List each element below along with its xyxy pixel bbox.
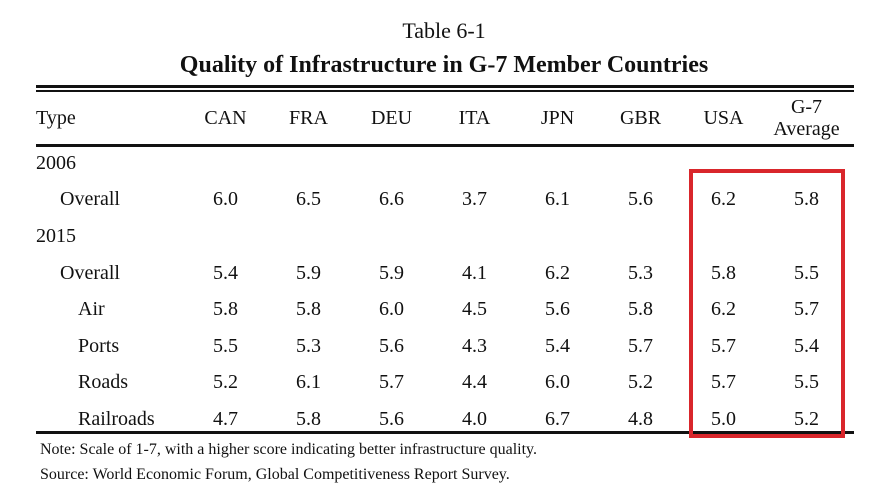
cell-gbr: 5.7 xyxy=(628,334,653,357)
cell-can: 5.8 xyxy=(213,298,238,321)
cell-usa: 5.0 xyxy=(711,407,736,430)
cell-jpn: 5.4 xyxy=(545,334,570,357)
cell-jpn: 5.6 xyxy=(545,298,570,321)
cell-deu xyxy=(350,145,433,182)
col-header-ita: ITA xyxy=(458,107,491,129)
cell-jpn xyxy=(516,218,599,255)
row-label: 2006 xyxy=(36,151,76,174)
average-label: Average xyxy=(773,118,840,140)
row-label: Air xyxy=(78,298,105,321)
usa-g7-highlight-box xyxy=(689,169,845,438)
table-row: Ports 5.5 5.3 5.6 4.3 5.4 5.7 5.7 5.4 xyxy=(36,328,848,365)
cell-gbr xyxy=(599,218,682,255)
table-title: Quality of Infrastructure in G-7 Member … xyxy=(179,52,709,78)
cell-ita xyxy=(433,218,516,255)
cell-usa: 5.8 xyxy=(711,261,736,284)
cell-deu: 5.7 xyxy=(379,371,404,394)
cell-fra xyxy=(267,145,350,182)
cell-can: 5.2 xyxy=(213,371,238,394)
cell-gbr: 4.8 xyxy=(628,407,653,430)
cell-ita: 4.1 xyxy=(462,261,487,284)
table-number: Table 6-1 xyxy=(402,18,486,43)
cell-jpn xyxy=(516,145,599,182)
table-row: Overall 6.0 6.5 6.6 3.7 6.1 5.6 6.2 5.8 xyxy=(36,182,848,219)
cell-deu: 6.6 xyxy=(379,188,404,211)
cell-fra xyxy=(267,218,350,255)
cell-usa: 6.2 xyxy=(711,298,736,321)
table-source: Source: World Economic Forum, Global Com… xyxy=(40,466,510,483)
cell-fra: 5.8 xyxy=(296,407,321,430)
row-label: Roads xyxy=(78,371,128,394)
cell-ita: 3.7 xyxy=(462,188,487,211)
cell-ita xyxy=(433,145,516,182)
header-row: Type CAN FRA DEU ITA JPN GBR USA G-7 Aver… xyxy=(36,91,848,145)
cell-gbr: 5.6 xyxy=(628,188,653,211)
cell-g7: 5.5 xyxy=(794,371,819,394)
top-rule-inner xyxy=(36,90,854,92)
cell-can xyxy=(184,145,267,182)
cell-ita: 4.0 xyxy=(462,407,487,430)
row-label: Railroads xyxy=(78,407,155,430)
cell-deu: 5.6 xyxy=(379,334,404,357)
table-note: Note: Scale of 1-7, with a higher score … xyxy=(40,441,538,458)
cell-fra: 6.5 xyxy=(296,188,321,211)
cell-ita: 4.5 xyxy=(462,298,487,321)
cell-gbr: 5.8 xyxy=(628,298,653,321)
cell-can: 5.4 xyxy=(213,261,238,284)
cell-fra: 5.8 xyxy=(296,298,321,321)
cell-deu: 6.0 xyxy=(379,298,404,321)
cell-fra: 5.9 xyxy=(296,261,321,284)
cell-can: 6.0 xyxy=(213,188,238,211)
col-header-deu: DEU xyxy=(370,107,413,129)
cell-ita: 4.4 xyxy=(462,371,487,394)
cell-usa: 6.2 xyxy=(711,188,736,211)
table-row: Overall 5.4 5.9 5.9 4.1 6.2 5.3 5.8 5.5 xyxy=(36,255,848,292)
cell-jpn: 6.1 xyxy=(545,188,570,211)
cell-g7: 5.5 xyxy=(794,261,819,284)
infrastructure-table: Type CAN FRA DEU ITA JPN GBR USA G-7 Aver… xyxy=(36,91,848,438)
cell-fra: 5.3 xyxy=(296,334,321,357)
col-header-can: CAN xyxy=(204,107,247,129)
cell-gbr: 5.3 xyxy=(628,261,653,284)
row-label: Overall xyxy=(60,261,120,284)
header-rule xyxy=(36,144,854,147)
cell-usa: 5.7 xyxy=(711,334,736,357)
col-header-gbr: GBR xyxy=(619,107,662,129)
cell-jpn: 6.2 xyxy=(545,261,570,284)
col-header-type: Type xyxy=(36,107,76,129)
cell-jpn: 6.0 xyxy=(545,371,570,394)
cell-can: 4.7 xyxy=(213,407,238,430)
cell-g7: 5.2 xyxy=(794,407,819,430)
cell-g7: 5.7 xyxy=(794,298,819,321)
col-header-fra: FRA xyxy=(289,107,328,129)
col-header-g7-average: G-7 Average xyxy=(765,91,848,145)
cell-deu: 5.6 xyxy=(379,407,404,430)
table-row: Air 5.8 5.8 6.0 4.5 5.6 5.8 6.2 5.7 xyxy=(36,291,848,328)
cell-g7: 5.8 xyxy=(794,188,819,211)
table-row: Railroads 4.7 5.8 5.6 4.0 6.7 4.8 5.0 5.2 xyxy=(36,401,848,438)
row-label: Overall xyxy=(60,188,120,211)
cell-can xyxy=(184,218,267,255)
col-header-jpn: JPN xyxy=(540,107,575,129)
bottom-rule xyxy=(36,431,854,434)
row-label: 2015 xyxy=(36,224,76,247)
row-label: Ports xyxy=(78,334,120,357)
year-row: 2006 xyxy=(36,145,848,182)
cell-g7: 5.4 xyxy=(794,334,819,357)
year-row: 2015 xyxy=(36,218,848,255)
col-header-usa: USA xyxy=(703,107,744,129)
cell-gbr xyxy=(599,145,682,182)
g7-label: G-7 xyxy=(790,96,823,118)
cell-ita: 4.3 xyxy=(462,334,487,357)
cell-gbr: 5.2 xyxy=(628,371,653,394)
cell-deu: 5.9 xyxy=(379,261,404,284)
cell-jpn: 6.7 xyxy=(545,407,570,430)
table-row: Roads 5.2 6.1 5.7 4.4 6.0 5.2 5.7 5.5 xyxy=(36,365,848,402)
cell-fra: 6.1 xyxy=(296,371,321,394)
cell-usa: 5.7 xyxy=(711,371,736,394)
top-rule xyxy=(36,85,854,88)
cell-deu xyxy=(350,218,433,255)
cell-can: 5.5 xyxy=(213,334,238,357)
